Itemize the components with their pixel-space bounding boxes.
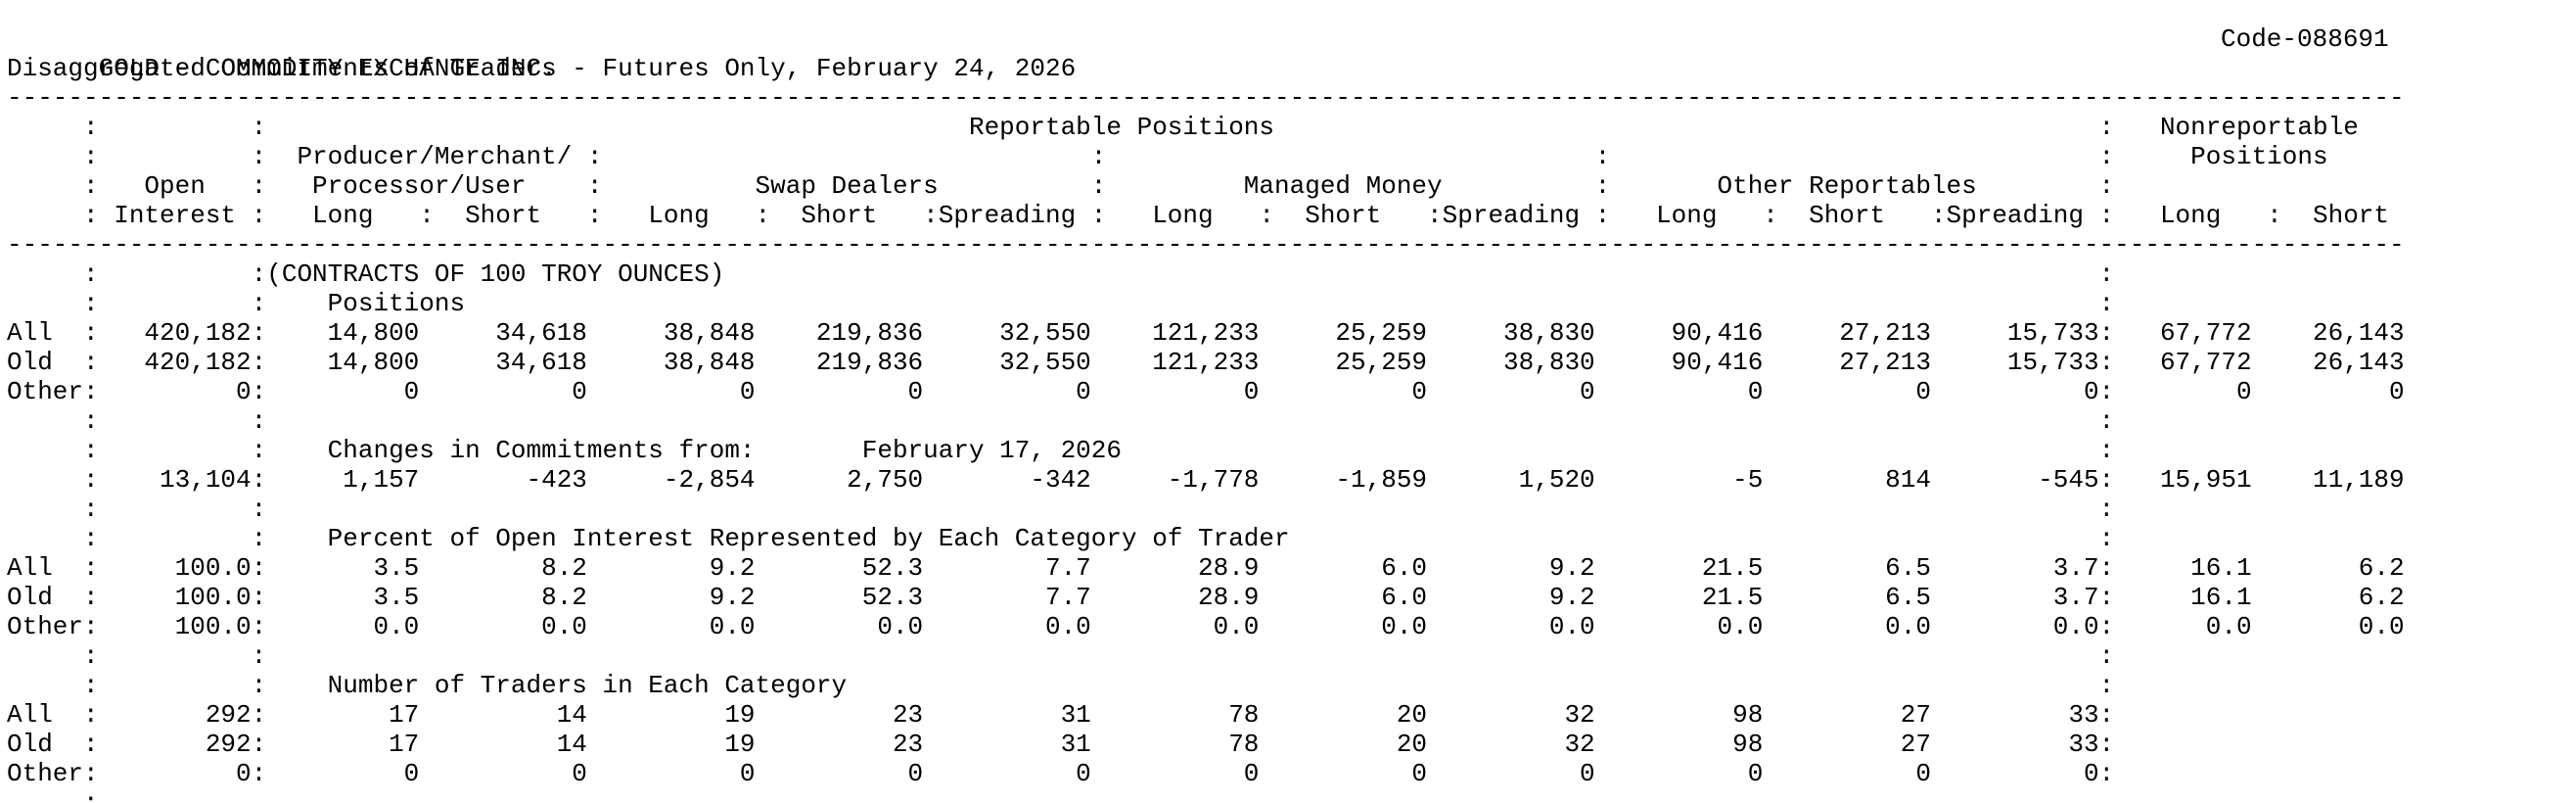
report-line: : : Number of Traders in Each Category :: [7, 671, 2115, 700]
report-line: All : 100.0: 3.5 8.2 9.2 52.3 7.7 28.9 6…: [7, 553, 2405, 583]
report-line: Old : 100.0: 3.5 8.2 9.2 52.3 7.7 28.9 6…: [7, 583, 2405, 612]
report-line: Other: 0: 0 0 0 0 0 0 0 0 0 0 0: 0 0: [7, 377, 2405, 406]
report-line: Other: 0: 0 0 0 0 0 0 0 0 0 0 0:: [7, 759, 2115, 788]
column-header-line: : Open : Processor/User : Swap Dealers :…: [7, 171, 2115, 201]
report-sheet: GOLD - COMMODITY EXCHANGE INC. Code-0886…: [7, 24, 2405, 803]
report-line: : : Changes in Commitments from: Februar…: [7, 436, 2115, 465]
report-line: : : Positions :: [7, 289, 2115, 318]
report-subtitle: Disaggregated Commitments of Traders - F…: [7, 54, 1077, 83]
report-title: GOLD - COMMODITY EXCHANGE INC.: [98, 54, 557, 83]
rule-line: ----------------------------------------…: [7, 83, 2405, 113]
rule-line: ----------------------------------------…: [7, 230, 2405, 260]
report-line: : : Percent of Open Interest Represented…: [7, 524, 2115, 553]
title-line: GOLD - COMMODITY EXCHANGE INC. Code-0886…: [7, 24, 2405, 83]
column-header-line: : : Producer/Merchant/ : : : : Positions: [7, 142, 2328, 171]
report-line: :: [7, 788, 99, 803]
column-header-line: : : Reportable Positions : Nonreportable: [7, 113, 2359, 142]
report-line: : :(CONTRACTS OF 100 TROY OUNCES) :: [7, 260, 2115, 289]
report-code: Code-088691: [2221, 24, 2389, 54]
report-line: Other: 100.0: 0.0 0.0 0.0 0.0 0.0 0.0 0.…: [7, 612, 2405, 641]
report-line: : 13,104: 1,157 -423 -2,854 2,750 -342 -…: [7, 465, 2405, 495]
report-line: All : 420,182: 14,800 34,618 38,848 219,…: [7, 318, 2405, 348]
column-header-line: : Interest : Long : Short : Long : Short…: [7, 201, 2389, 230]
report-line: Old : 420,182: 14,800 34,618 38,848 219,…: [7, 348, 2405, 377]
report-line: : : :: [7, 641, 2115, 671]
report-line: : : :: [7, 406, 2115, 436]
report-line: All : 292: 17 14 19 23 31 78 20 32 98 27…: [7, 700, 2115, 730]
report-line: Old : 292: 17 14 19 23 31 78 20 32 98 27…: [7, 730, 2115, 759]
report-body: : :(CONTRACTS OF 100 TROY OUNCES) : : : …: [7, 260, 2405, 803]
report-line: : : :: [7, 495, 2115, 524]
column-headers: : : Reportable Positions : Nonreportable…: [7, 113, 2405, 230]
